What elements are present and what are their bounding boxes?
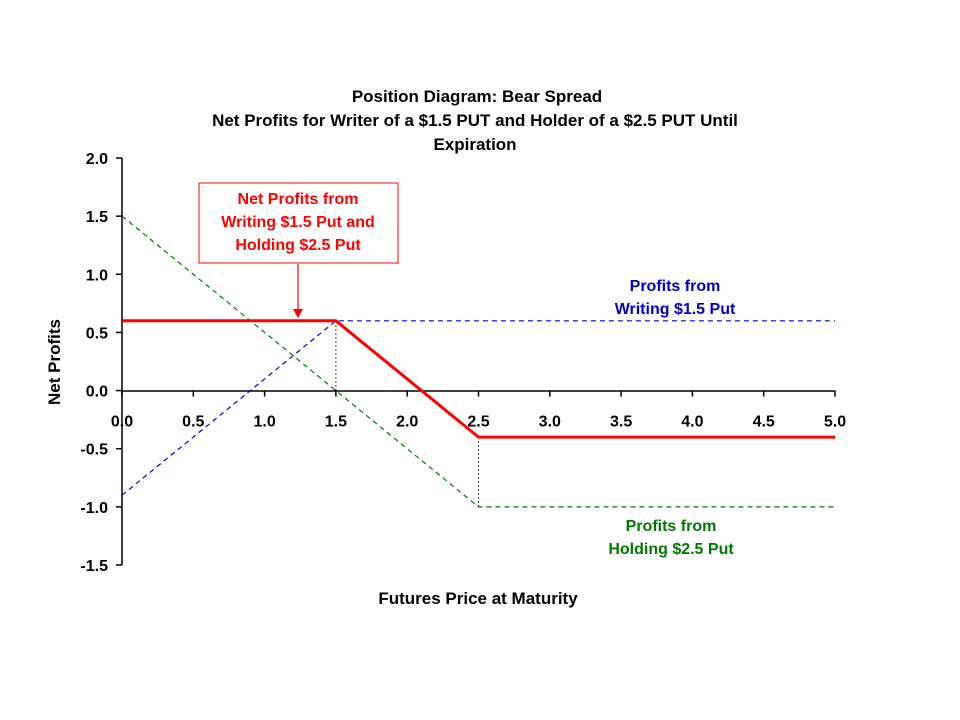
annotation-writing-put: Profits from Writing $1.5 Put xyxy=(615,278,736,318)
annotation-arrow-head xyxy=(293,309,303,318)
title-line-1: Position Diagram: Bear Spread xyxy=(352,87,602,106)
y-tick-label: 0.0 xyxy=(86,384,108,401)
annotation-green-line-1: Profits from xyxy=(626,518,717,535)
y-tick-label: -0.5 xyxy=(80,442,108,459)
series-line-2 xyxy=(121,320,835,496)
y-axis-title: Net Profits xyxy=(45,319,64,405)
x-tick-label: 1.5 xyxy=(325,414,347,431)
annotation-net-profits: Net Profits from Writing $1.5 Put and Ho… xyxy=(198,182,399,318)
x-tick-label: 5.0 xyxy=(824,414,846,431)
annotation-blue-line-1: Profits from xyxy=(630,278,721,295)
x-tick-label: 2.5 xyxy=(467,414,489,431)
x-tick-label: 2.0 xyxy=(396,414,418,431)
y-tick-label: -1.0 xyxy=(80,500,108,517)
y-tick-label: -1.5 xyxy=(80,558,108,575)
annotation-box xyxy=(198,182,399,264)
annotation-holding-put: Profits from Holding $2.5 Put xyxy=(608,518,734,558)
y-tick-label: 2.0 xyxy=(86,151,108,168)
x-tick-marks xyxy=(121,390,836,397)
series-line-3 xyxy=(121,215,835,508)
annotation-green-line-2: Holding $2.5 Put xyxy=(608,541,734,558)
x-tick-label: 0.0 xyxy=(111,414,133,431)
annotation-net-line-2: Writing $1.5 Put and xyxy=(221,214,375,231)
series-line-1 xyxy=(122,319,835,439)
y-tick-marks xyxy=(116,157,122,566)
series-layer xyxy=(121,215,835,508)
x-tick-label: 1.0 xyxy=(253,414,275,431)
y-tick-label: 1.0 xyxy=(86,267,108,284)
x-tick-label: 4.0 xyxy=(681,414,703,431)
annotation-blue-line-2: Writing $1.5 Put xyxy=(615,301,736,318)
x-tick-label: 3.0 xyxy=(539,414,561,431)
annotation-net-line-3: Holding $2.5 Put xyxy=(235,237,361,254)
axes xyxy=(116,157,836,566)
title-line-2: Net Profits for Writer of a $1.5 PUT and… xyxy=(212,111,738,130)
x-tick-labels: 0.0 0.5 1.0 1.5 2.0 2.5 3.0 3.5 4.0 4.5 5.0 xyxy=(111,414,846,431)
x-axis-title: Futures Price at Maturity xyxy=(378,589,578,608)
chart-title: Position Diagram: Bear Spread Net Profit… xyxy=(212,87,738,154)
x-tick-label: 3.5 xyxy=(610,414,632,431)
y-tick-label: 1.5 xyxy=(86,209,108,226)
annotation-net-line-1: Net Profits from xyxy=(238,191,359,208)
y-tick-labels: 2.0 1.5 1.0 0.5 0.0 -0.5 -1.0 -1.5 xyxy=(80,151,108,575)
x-tick-label: 4.5 xyxy=(753,414,775,431)
y-tick-label: 0.5 xyxy=(86,325,108,342)
title-line-3: Expiration xyxy=(433,135,516,154)
x-tick-label: 0.5 xyxy=(182,414,204,431)
